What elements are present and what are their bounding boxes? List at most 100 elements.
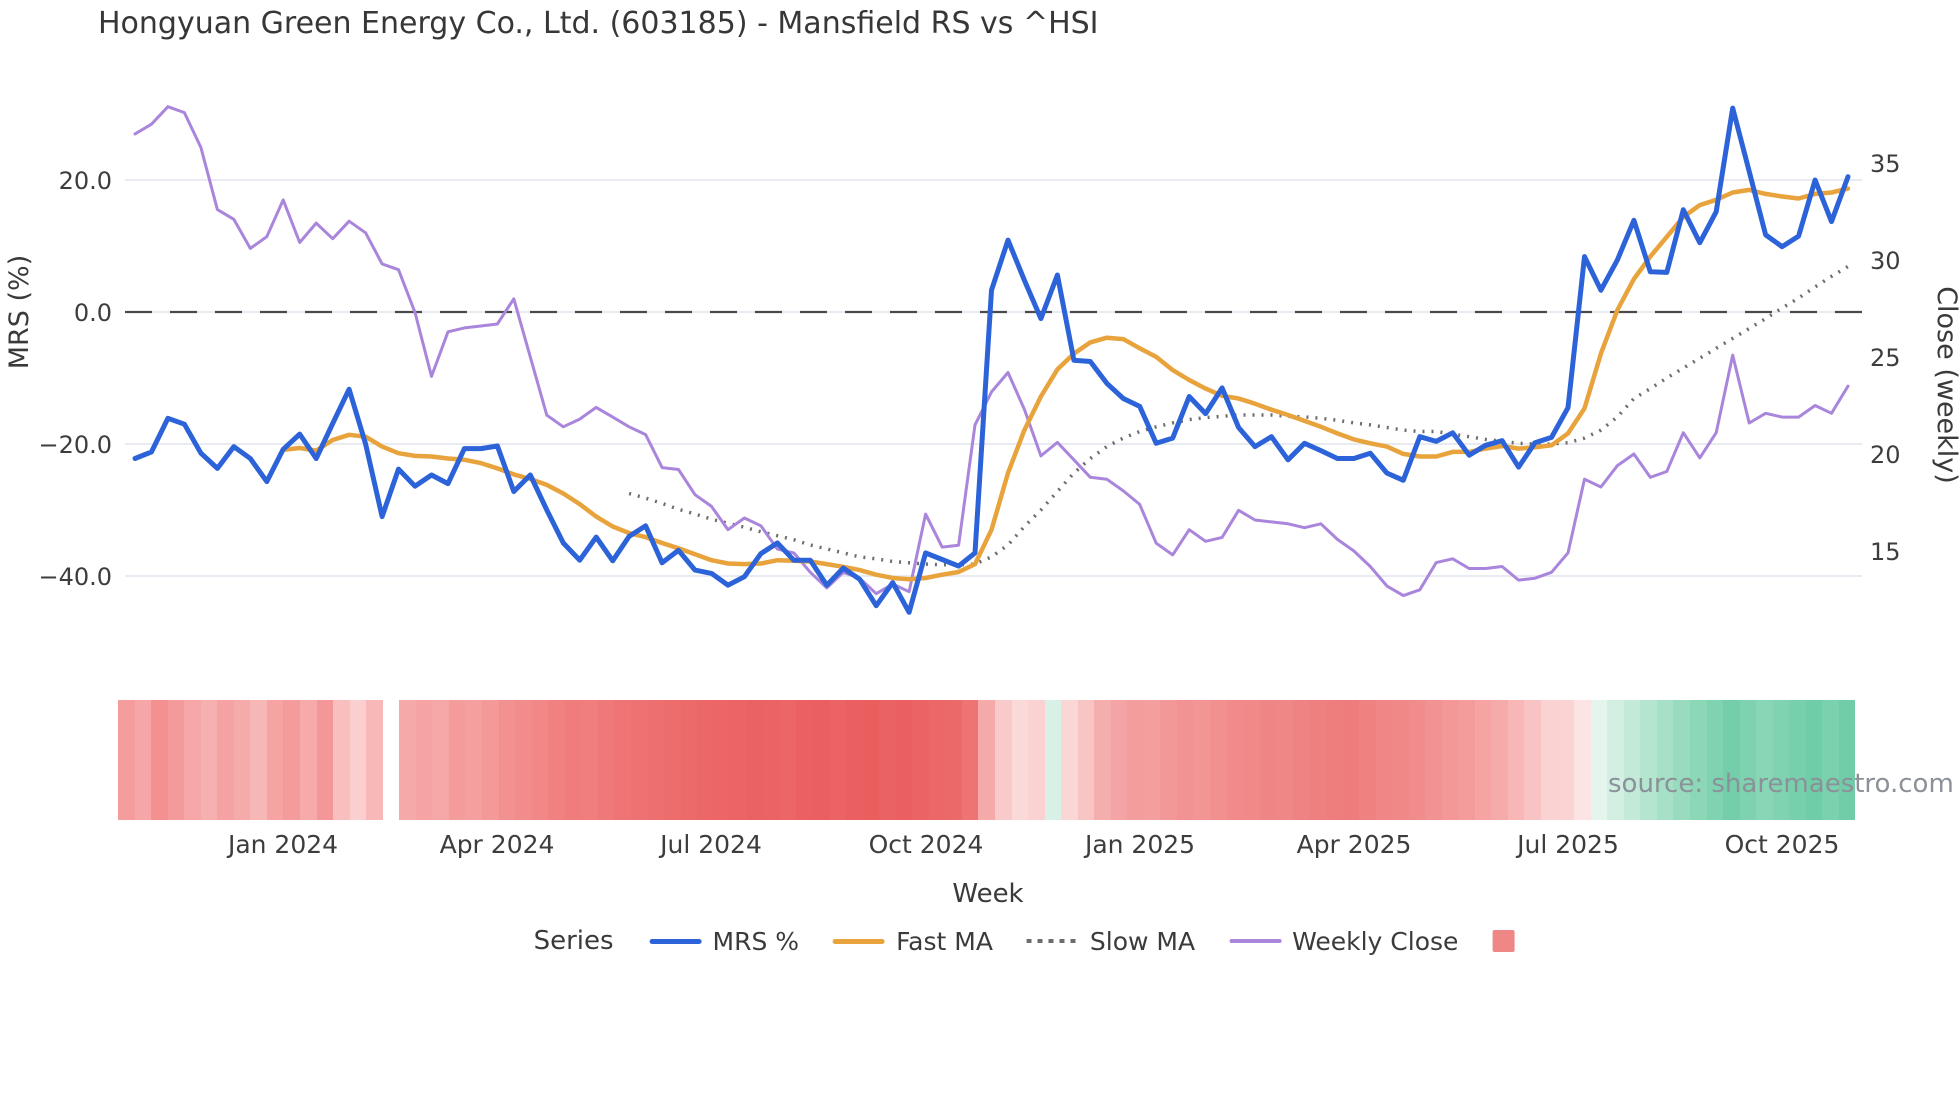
heatmap-cell [399, 700, 416, 820]
heatmap-swatch-icon [1492, 930, 1515, 952]
heatmap-cell [614, 700, 631, 820]
heatmap-cell [1474, 700, 1492, 820]
heatmap-cell [1408, 700, 1426, 820]
x-axis-tick-label: Oct 2025 [1724, 830, 1840, 859]
heatmap-cell [250, 700, 267, 820]
right-axis-tick-label: 25 [1870, 344, 1901, 372]
heatmap-cell [812, 700, 830, 820]
heatmap-cell [1259, 700, 1277, 820]
heatmap-cell [978, 700, 995, 820]
heatmap-cell [1276, 700, 1293, 820]
heatmap-cell [680, 700, 698, 820]
heatmap-cell [1541, 700, 1558, 820]
x-axis-title: Week [952, 879, 1024, 909]
legend-item-heatmap [1492, 930, 1515, 952]
heatmap-cell [531, 700, 549, 820]
heatmap-cell [1491, 700, 1508, 820]
heatmap-cell [333, 700, 350, 820]
right-axis-tick-label: 20 [1870, 441, 1901, 469]
heatmap-cell [432, 700, 449, 820]
heatmap-cell [1739, 700, 1757, 820]
heatmap-cell [1226, 700, 1244, 820]
heatmap-cell [515, 700, 532, 820]
heatmap-cell [763, 700, 780, 820]
heatmap-cell [316, 700, 334, 820]
heatmap-cell [1590, 700, 1608, 820]
x-axis-tick-label: Jul 2025 [1517, 830, 1619, 859]
heatmap-cell [1607, 700, 1624, 820]
x-axis-tick-label: Apr 2025 [1296, 830, 1412, 859]
left-axis-tick-label: 20.0 [59, 167, 112, 195]
main-chart: 20.0 0.0 −20.0 −40.0 35 30 25 20 15 MRS (%) Close … [4, 105, 1960, 615]
heatmap-cell [200, 700, 218, 820]
right-axis-tick-label: 15 [1870, 538, 1901, 566]
x-axis-tick-label: Oct 2024 [868, 830, 984, 859]
heatmap-cell [961, 700, 979, 820]
heatmap-cell [1210, 700, 1227, 820]
heatmap-cell [1193, 700, 1211, 820]
heatmap-cell [796, 700, 813, 820]
heatmap-cell [1325, 700, 1343, 820]
heatmap-cell [1507, 700, 1525, 820]
series-line-weekly-close [133, 105, 1850, 598]
heatmap-cell [1805, 700, 1823, 820]
right-axis-tick-label: 30 [1870, 247, 1901, 275]
heatmap-cell [630, 700, 648, 820]
heatmap-cell [730, 700, 747, 820]
right-axis-title: Close (weekly) [1931, 286, 1960, 484]
left-axis-title: MRS (%) [4, 255, 35, 370]
heatmap-cell [349, 700, 367, 820]
legend-item-label: Weekly Close [1292, 926, 1459, 956]
heatmap-cell [912, 700, 929, 820]
left-axis-tick-label: −20.0 [38, 431, 112, 459]
series-line-fast-ma [280, 186, 1851, 582]
heatmap-cell [366, 700, 383, 820]
legend-title: Series [533, 926, 614, 956]
heatmap-cell [829, 700, 847, 820]
heatmap-cell [1673, 700, 1690, 820]
heatmap-cell [300, 700, 317, 820]
heatmap-cell [647, 700, 665, 820]
heatmap-cell [1574, 700, 1591, 820]
fast-ma-line-swatch-icon [833, 938, 886, 944]
heatmap-cell [846, 700, 863, 820]
page-title: Hongyuan Green Energy Co., Ltd. (603185)… [98, 6, 1099, 41]
legend-item-fast-ma: Fast MA [833, 927, 993, 956]
heatmap-cell [1723, 700, 1740, 820]
heatmap-cell [1689, 700, 1707, 820]
heatmap-cell [1772, 700, 1790, 820]
heatmap-cell [217, 700, 234, 820]
legend-item-label: Slow MA [1089, 926, 1196, 956]
heatmap-cell [1110, 700, 1128, 820]
heatmap-cell [1359, 700, 1376, 820]
heatmap-cell [879, 700, 896, 820]
heatmap-cell [266, 700, 284, 820]
heatmap-cell [1623, 700, 1641, 820]
heatmap-cell [382, 700, 400, 820]
left-axis-tick-label: −40.0 [38, 563, 112, 591]
heatmap-cell [167, 700, 185, 820]
slow-ma-dotted-swatch-icon [1026, 939, 1079, 943]
series-line-mrs- [132, 105, 1851, 615]
heatmap-cell [151, 700, 168, 820]
heatmap-cell [697, 700, 714, 820]
heatmap-cell [1656, 700, 1674, 820]
heatmap-cell [448, 700, 466, 820]
left-axis-tick-label: 0.0 [74, 299, 112, 327]
heatmap-cell [1789, 700, 1806, 820]
x-axis-tick-label: Jan 2025 [1084, 830, 1196, 859]
right-axis-tick-label: 35 [1870, 150, 1901, 178]
heatmap-cell [1177, 700, 1194, 820]
chart-legend: Series MRS % Fast MA Slow MA Weekly Clos… [534, 926, 1515, 956]
heatmap-cell [664, 700, 681, 820]
legend-item-mrs: MRS % [649, 927, 799, 956]
heatmap-cell [713, 700, 731, 820]
heatmap-cell [134, 700, 152, 820]
legend-item-weekly-close: Weekly Close [1229, 927, 1458, 956]
heatmap-cell [415, 700, 433, 820]
heatmap-cell [1011, 700, 1029, 820]
legend-item-slow-ma: Slow MA [1026, 926, 1196, 956]
heatmap-cell [482, 700, 499, 820]
heatmap-cell [1375, 700, 1393, 820]
heatmap-cell [1524, 700, 1542, 820]
